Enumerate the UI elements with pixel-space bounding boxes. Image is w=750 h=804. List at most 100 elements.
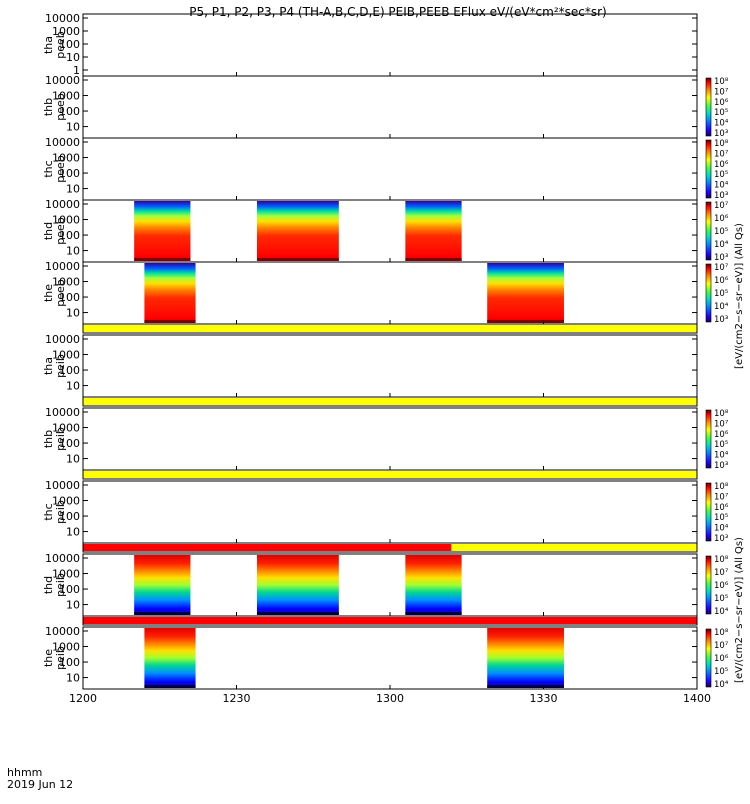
thd-peib-ylabel-product: peib [54,573,67,597]
thc-peib-flag-bar-0 [83,471,697,478]
thb-peeb-colorbar-tick-1: 10⁴ [714,119,729,129]
tha-peeb-ytick-label-4: 10000 [45,12,80,25]
the-peib-ytick-label-2: 1000 [52,641,80,654]
thb-peeb-colorbar-tick-2: 10⁵ [714,108,728,118]
thc-peib-ytick-label-2: 1000 [52,495,80,508]
thd-peib-flag-bar-1 [451,544,697,551]
thc-peib-colorbar-tick-3: 10⁶ [714,503,729,513]
tha-peeb-ytick-label-2: 100 [59,38,80,51]
ion-colorbar-units: [eV/(cm2−s−sr−eV)] (All Qs) [734,537,745,683]
thb-peib-flag-frame [82,396,698,407]
the-peib-spectrum-floor-0 [144,685,196,688]
thd-peeb-ytick-label-3: 10000 [45,198,80,211]
thb-peeb-colorbar [705,77,712,137]
thb-peib-colorbar-tick-0: 10³ [714,461,728,471]
thd-peeb-ytick-label-2: 1000 [52,214,80,227]
thd-peeb-spectrum-floor-2 [405,258,462,261]
thb-peib-ytick-label-2: 1000 [52,422,80,435]
x-axis-tick-label-0: 1200 [69,692,97,705]
thd-peib-spectrum-floor-2 [405,612,462,615]
tha-peeb-ytick-label-0: 1 [73,64,80,77]
thb-peeb-ytick-label-2: 1000 [52,90,80,103]
thb-peib-frame [82,407,698,471]
thd-peeb-ytick-label-1: 100 [59,229,80,242]
tha-peib-ytick-label-0: 10 [66,380,80,393]
thb-peeb-frame [82,75,698,139]
thc-peeb-colorbar-tick-1: 10⁴ [714,181,729,191]
thc-peib-ylabel-product: peib [54,500,67,524]
thd-peeb-colorbar-tick-3: 10⁶ [714,214,729,224]
thb-peib-colorbar [705,409,712,469]
thd-peeb-ytick-label-0: 10 [66,245,80,258]
thd-peib-colorbar-tick-2: 10⁶ [714,581,729,591]
thc-peeb-ytick-label-3: 10000 [45,136,80,149]
tha-peib-flag-frame [82,323,698,334]
thd-peib-panel: 10 100 1000 10000 thd peib [42,552,698,617]
thc-peeb-colorbar-tick-3: 10⁶ [714,160,729,170]
thc-peeb-ylabel-probe: thc [42,160,55,177]
the-peeb-ytick-label-1: 100 [59,291,80,304]
the-peeb-spectrum-floor-1 [487,320,564,323]
thd-peib-colorbar [705,555,712,615]
the-peeb-colorbar-tick-3: 10⁶ [714,276,729,286]
thb-peib-ylabel-product: peib [54,427,67,451]
thc-peib-colorbar [705,482,712,542]
the-peeb-spectrum-floor-0 [144,320,196,323]
the-peeb-colorbar-tick-0: 10³ [714,315,728,325]
thc-peeb-colorbar-tick-0: 10³ [714,191,728,201]
thc-peib-ytick-label-1: 100 [59,510,80,523]
thc-peeb-ylabel-product: peeb [54,155,67,183]
thc-peeb-ytick-label-1: 100 [59,167,80,180]
thc-peeb-colorbar-tick-2: 10⁵ [714,170,728,180]
thb-peib-panel: 10 100 1000 10000 thb peib [42,406,698,471]
the-peib-ylabel-probe: the [42,649,55,667]
thb-peeb-ylabel-probe: thb [42,98,55,116]
thd-peib-spectrum-block-1 [256,555,339,615]
thd-peib-flag-bar-0 [83,544,452,551]
thd-peib-colorbar-tick-3: 10⁷ [714,568,729,578]
thb-peeb-ytick-label-0: 10 [66,121,80,134]
the-peib-ytick-label-0: 10 [66,672,80,685]
thb-peib-colorbar-tick-1: 10⁴ [714,451,729,461]
the-peeb-colorbar [705,263,712,323]
thc-peib-colorbar-tick-4: 10⁷ [714,492,729,502]
tha-peeb-ytick-label-1: 10 [66,51,80,64]
the-peeb-panel: 10 100 1000 10000 the peeb [42,260,698,325]
the-peeb-ytick-label-3: 10000 [45,260,80,273]
thd-peib-spectrum-floor-0 [134,612,191,615]
thc-peib-colorbar-tick-0: 10³ [714,534,728,544]
thd-peeb-spectrum-block-1 [256,201,339,261]
thc-peib-colorbar-tick-2: 10⁵ [714,513,728,523]
tha-peeb-ylabel-product: peeb [54,31,67,59]
date-label: 2019 Jun 12 [7,778,73,791]
thb-peeb-colorbar-tick-3: 10⁶ [714,98,729,108]
thd-peeb-colorbar-tick-1: 10⁴ [714,240,729,250]
thd-peib-spectrum-block-0 [134,555,191,615]
thc-peeb-colorbar-tick-5: 10⁸ [714,139,729,149]
thc-peeb-ytick-label-0: 10 [66,183,80,196]
thc-peib-colorbar-tick-1: 10⁴ [714,524,729,534]
thd-peib-ytick-label-0: 10 [66,599,80,612]
thb-peeb-panel: 10 100 1000 10000 thb peeb [42,74,698,139]
the-peib-colorbar [705,628,712,688]
thc-peeb-colorbar [705,139,712,199]
thb-peeb-ytick-label-3: 10000 [45,74,80,87]
thd-peib-colorbar-tick-1: 10⁵ [714,594,728,604]
thc-peib-ylabel-probe: thc [42,503,55,520]
the-peib-ylabel-product: peib [54,646,67,670]
thd-peeb-spectrum-floor-1 [256,258,339,261]
thd-peib-ytick-label-2: 1000 [52,568,80,581]
thb-peib-colorbar-tick-3: 10⁶ [714,430,729,440]
tha-peib-flag-bar-0 [83,325,697,332]
the-peib-spectrum-floor-1 [487,685,564,688]
thb-peeb-colorbar-tick-0: 10³ [714,129,728,139]
thc-peib-ytick-label-0: 10 [66,526,80,539]
the-peib-colorbar-tick-1: 10⁵ [714,667,728,677]
the-peib-ytick-label-1: 100 [59,656,80,669]
tha-peib-ylabel-probe: tha [42,357,55,375]
the-peib-colorbar-tick-2: 10⁶ [714,654,729,664]
thc-peib-ytick-label-3: 10000 [45,479,80,492]
thd-peeb-panel: 10 100 1000 10000 thd peeb [42,198,698,263]
